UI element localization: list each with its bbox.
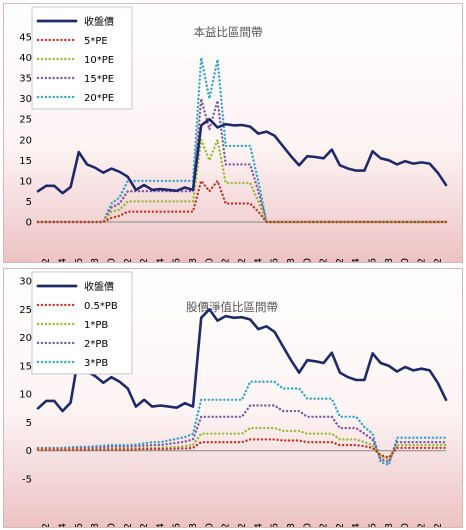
pb-legend-label: 2*PB xyxy=(84,339,108,350)
pe-x-tick-label: 2402 xyxy=(335,258,346,262)
pe-x-tick-label: 2410 xyxy=(400,258,411,262)
pb-x-tick-label: 2302 xyxy=(237,523,248,527)
pb-x-tick-label: 2112 xyxy=(123,523,134,527)
pb-x-tick-label: 2208 xyxy=(188,523,199,527)
pb-legend-label: 收盤價 xyxy=(84,280,114,293)
pb-band-chart-svg: 股價淨值比區間帶 -5 0 5 10 15 20 25 30 2102 2104 2106 2108 21… xyxy=(19,271,448,527)
pb-y-tick-label: 25 xyxy=(19,305,32,316)
pe-x-tick-label: 2110 xyxy=(106,258,117,262)
pb-x-tick-label: 2502 xyxy=(433,523,444,527)
pe-y-tick-label: 45 xyxy=(19,33,32,44)
pe-x-tick-label: 2404 xyxy=(351,258,362,262)
pe-x-tick-label: 2312 xyxy=(319,258,330,262)
pe-y-tick-label: 30 xyxy=(19,94,32,105)
pb-legend-label: 1*PB xyxy=(84,320,108,331)
pb-x-tick-label: 2210 xyxy=(204,523,215,527)
pb-series-line-band-4 xyxy=(36,380,448,467)
pb-x-tick-label: 2206 xyxy=(172,523,183,527)
pe-band-chart: 本益比區間帶 0 5 10 15 20 25 30 35 40 45 2102 2104 2106 2108… xyxy=(3,3,463,263)
pb-x-tick-label: 2312 xyxy=(319,523,330,527)
pb-x-tick-label: 2408 xyxy=(384,523,395,527)
pb-y-tick-label: 15 xyxy=(19,361,32,372)
pe-y-tick-label: 25 xyxy=(19,115,32,126)
pb-x-tick-label: 2306 xyxy=(270,523,281,527)
pe-x-tick-label: 2304 xyxy=(253,258,264,262)
pb-band-chart: 股價淨值比區間帶 -5 0 5 10 15 20 25 30 2102 2104 2106 2108 21… xyxy=(3,268,463,528)
pb-x-tick-label: 2204 xyxy=(155,523,166,527)
pb-x-tick-label: 2402 xyxy=(335,523,346,527)
pe-legend-label: 10*PE xyxy=(84,55,114,66)
pb-x-tick-label: 2410 xyxy=(400,523,411,527)
pe-x-tick-label: 2310 xyxy=(302,258,313,262)
pe-legend-label: 20*PE xyxy=(84,93,114,104)
pe-series-line-band-2 xyxy=(36,138,448,224)
pe-chart-title: 本益比區間帶 xyxy=(194,25,263,39)
pb-y-tick-label: 20 xyxy=(19,333,32,344)
pb-x-tick-label: 2308 xyxy=(286,523,297,527)
pb-series-line-price xyxy=(36,307,448,413)
pb-x-tick-label: 2212 xyxy=(221,523,232,527)
pe-legend-label: 收盤價 xyxy=(84,15,114,28)
pb-x-tick-label: 2104 xyxy=(57,523,68,527)
pe-y-tick-label: 5 xyxy=(26,197,32,208)
pb-x-tick-label: 2202 xyxy=(139,523,150,527)
pe-x-tick-label: 2412 xyxy=(417,258,428,262)
pb-x-tick-label: 2106 xyxy=(74,523,85,527)
pb-series-line-band-2 xyxy=(36,426,448,461)
pe-band-chart-svg: 本益比區間帶 0 5 10 15 20 25 30 35 40 45 2102 2104 2106 2108… xyxy=(19,6,448,262)
pb-y-tick-label: 10 xyxy=(19,390,32,401)
pe-x-tick-label: 2306 xyxy=(270,258,281,262)
pe-legend-label: 15*PE xyxy=(84,74,114,85)
pe-legend: 收盤價 5*PE 10*PE 15*PE 20*PE xyxy=(31,6,133,110)
pe-x-tick-label: 2302 xyxy=(237,258,248,262)
pe-x-tick-label: 2108 xyxy=(90,258,101,262)
pe-y-tick-label: 20 xyxy=(19,135,32,146)
pb-legend-label: 3*PB xyxy=(84,358,108,369)
pe-x-tick-label: 2208 xyxy=(188,258,199,262)
pb-x-tick-label: 2110 xyxy=(106,523,117,527)
pb-x-tick-label: 2406 xyxy=(368,523,379,527)
pe-series-line-price xyxy=(36,117,448,195)
pb-x-tick-label: 2108 xyxy=(90,523,101,527)
pe-x-tick-label: 2112 xyxy=(123,258,134,262)
pe-y-tick-label: 10 xyxy=(19,176,32,187)
pe-x-tick-label: 2408 xyxy=(384,258,395,262)
pe-x-tick-label: 2206 xyxy=(172,258,183,262)
pe-x-tick-label: 2406 xyxy=(368,258,379,262)
pb-y-tick-label: 5 xyxy=(26,418,32,429)
pe-x-tick-label: 2102 xyxy=(41,258,52,262)
pe-x-tick-label: 2202 xyxy=(139,258,150,262)
pb-x-tick-label: 2102 xyxy=(41,523,52,527)
pe-x-tick-label: 2104 xyxy=(57,258,68,262)
pe-y-tick-label: 0 xyxy=(26,218,32,229)
pb-x-tick-label: 2310 xyxy=(302,523,313,527)
pb-x-tick-label: 2304 xyxy=(253,523,264,527)
pe-x-tick-label: 2502 xyxy=(433,258,444,262)
pb-x-tick-label: 2404 xyxy=(351,523,362,527)
pe-x-tick-label: 2106 xyxy=(74,258,85,262)
pe-legend-box xyxy=(31,6,133,110)
pb-chart-title: 股價淨值比區間帶 xyxy=(186,300,278,314)
pe-y-tick-label: 40 xyxy=(19,53,32,64)
pb-x-tick-label: 2412 xyxy=(417,523,428,527)
pb-legend: 收盤價 0.5*PB 1*PB 2*PB 3*PB xyxy=(31,271,133,375)
pb-y-tick-label: -5 xyxy=(22,475,32,486)
pe-x-tick-label: 2308 xyxy=(286,258,297,262)
pb-legend-box xyxy=(31,271,133,375)
pb-series-line-band-1 xyxy=(36,438,448,459)
pe-series-line-band-1 xyxy=(36,179,448,224)
pb-y-tick-label: 30 xyxy=(19,277,32,288)
pb-legend-label: 0.5*PB xyxy=(84,301,118,312)
pe-y-tick-label: 15 xyxy=(19,156,32,167)
pe-x-tick-label: 2210 xyxy=(204,258,215,262)
pe-x-tick-label: 2204 xyxy=(155,258,166,262)
pb-y-tick-label: 0 xyxy=(26,446,32,457)
pe-x-tick-label: 2212 xyxy=(221,258,232,262)
pe-y-tick-label: 35 xyxy=(19,74,32,85)
pe-legend-label: 5*PE xyxy=(84,36,108,47)
